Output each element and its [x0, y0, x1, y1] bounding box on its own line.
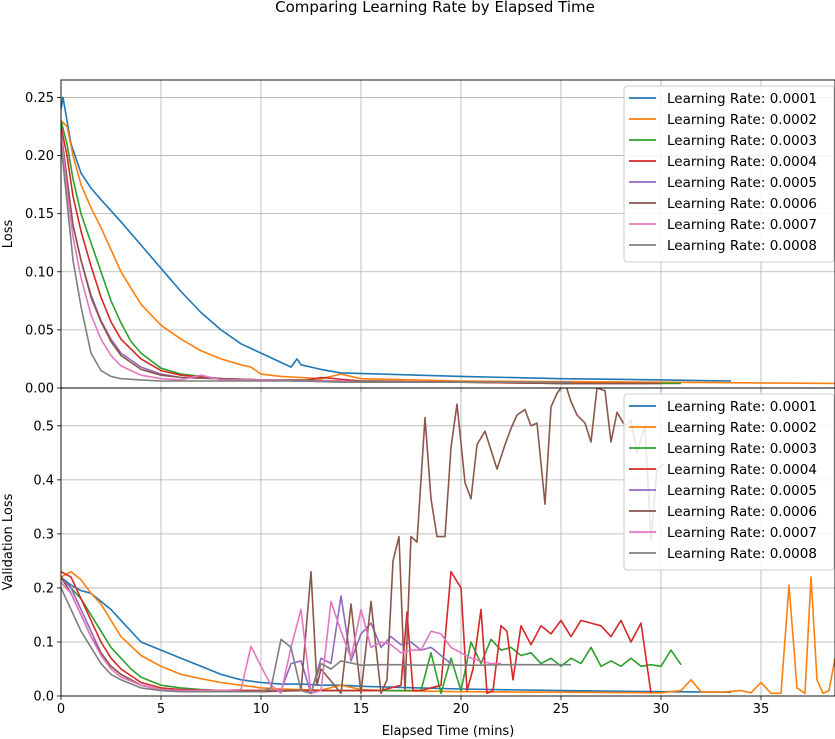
y-tick-label: 0.3 [33, 527, 54, 542]
legend-label-8: Learning Rate: 0.0008 [667, 546, 817, 562]
axes-frame [60, 387, 835, 697]
legend-label-6: Learning Rate: 0.0006 [667, 504, 817, 520]
x-tick-label: 10 [253, 702, 270, 717]
x-tick-label: 15 [353, 702, 370, 717]
legend-label-1: Learning Rate: 0.0001 [667, 91, 817, 107]
legend-label-6: Learning Rate: 0.0006 [667, 196, 817, 212]
legend-box [623, 85, 835, 263]
legend-label-2: Learning Rate: 0.0002 [667, 112, 817, 128]
legend-box [623, 393, 835, 571]
legend-label-2: Learning Rate: 0.0002 [667, 420, 817, 436]
series-line-7 [61, 132, 431, 384]
figure-title: Comparing Learning Rate by Elapsed Time [275, 0, 595, 16]
series-line-4 [61, 570, 652, 695]
y-tick-label: 0.05 [25, 323, 54, 338]
x-tick-label: 30 [653, 702, 670, 717]
legend-label-3: Learning Rate: 0.0003 [667, 133, 817, 149]
x-tick-label: 25 [553, 702, 570, 717]
loss-series [61, 96, 835, 385]
series-line-3 [61, 576, 682, 695]
legend-label-5: Learning Rate: 0.0005 [667, 483, 817, 499]
x-tick-label: 35 [753, 702, 770, 717]
x-tick-label: 0 [57, 702, 65, 717]
legend-label-8: Learning Rate: 0.0008 [667, 238, 817, 254]
y-tick-label: 0.15 [25, 207, 54, 222]
series-line-8 [61, 587, 571, 695]
x-tick-label: 20 [453, 702, 470, 717]
validation-loss-y-axis-label: Validation Loss [1, 493, 16, 590]
loss-legend: Learning Rate: 0.0001 Learning Rate: 0.00… [623, 85, 835, 263]
x-tick-label: 5 [157, 702, 165, 717]
legend-label-5: Learning Rate: 0.0005 [667, 175, 817, 191]
validation-loss-axes: 0 5 10 15 20 25 30 35 0.0 0.1 0.2 0.3 0.4 0.5 [33, 387, 835, 717]
y-tick-label: 0.0 [33, 690, 54, 705]
series-line-1 [61, 96, 732, 382]
x-axis-label: Elapsed Time (mins) [382, 724, 515, 739]
legend-label-4: Learning Rate: 0.0004 [667, 154, 817, 170]
y-tick-label: 0.20 [25, 149, 54, 164]
series-line-1 [61, 576, 732, 693]
legend-label-7: Learning Rate: 0.0007 [667, 525, 817, 541]
legend-label-4: Learning Rate: 0.0004 [667, 462, 817, 478]
validation-loss-legend: Learning Rate: 0.0001 Learning Rate: 0.00… [623, 393, 835, 571]
y-tick-label: 0.4 [33, 473, 54, 488]
y-tick-label: 0.5 [33, 419, 54, 434]
y-tick-label: 0.1 [33, 635, 54, 650]
y-tick-label: 0.25 [25, 91, 54, 106]
legend-label-3: Learning Rate: 0.0003 [667, 441, 817, 457]
loss-y-axis-label: Loss [1, 220, 16, 249]
series-line-2 [61, 120, 835, 385]
legend-label-1: Learning Rate: 0.0001 [667, 399, 817, 415]
loss-axes: 0.00 0.05 0.10 0.15 0.20 0.25 [25, 79, 835, 397]
legend-label-7: Learning Rate: 0.0007 [667, 217, 817, 233]
y-tick-label: 0.2 [33, 581, 54, 596]
y-tick-label: 0.00 [25, 382, 54, 397]
validation-loss-panel: 0 5 10 15 20 25 30 35 0.0 0.1 0.2 0.3 0.4 0.5 Validat… [1, 387, 835, 739]
y-tick-label: 0.10 [25, 265, 54, 280]
validation-loss-series [61, 388, 835, 695]
series-line-8 [61, 143, 571, 384]
